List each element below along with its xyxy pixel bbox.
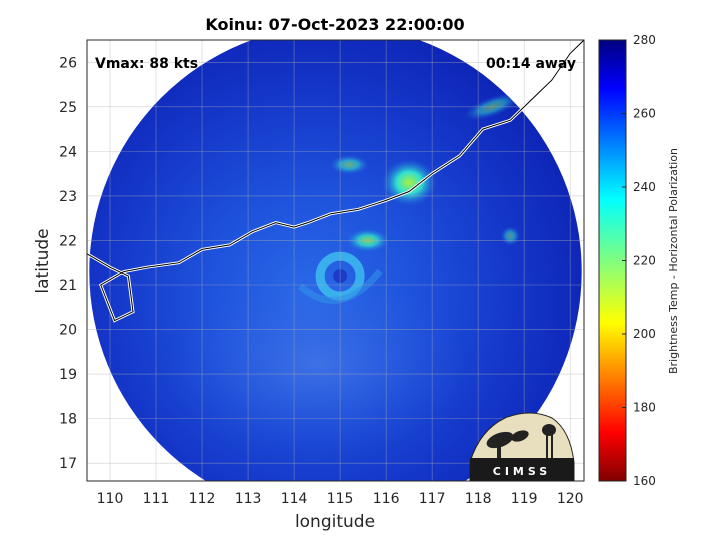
colorbar-tick-label: 180 (633, 401, 656, 415)
logo-dish-2 (511, 430, 529, 442)
y-tick-label: 21 (59, 278, 77, 294)
y-tick-label: 25 (59, 100, 77, 116)
plot-layers (87, 40, 584, 481)
colorbar-tick-label: 240 (633, 180, 656, 194)
y-tick-labels: 17 18 19 20 21 22 23 24 25 26 (59, 55, 77, 472)
y-tick-label: 26 (59, 55, 77, 71)
y-tick-label: 19 (59, 367, 77, 383)
logo-tower-leg-2 (551, 434, 553, 458)
logo-tower-leg-1 (546, 434, 548, 458)
logo-tower-tank (542, 424, 556, 436)
swath-image (89, 40, 582, 481)
ocean-warm-region (167, 275, 468, 456)
colorbar-tick-label: 220 (633, 254, 656, 268)
logo-band (470, 458, 574, 481)
logo-dish-1 (486, 431, 514, 449)
chart-title: Koinu: 07-Oct-2023 22:00:00 (205, 15, 464, 34)
axes-frame (86, 39, 585, 482)
x-tick-label: 117 (419, 491, 446, 507)
convection-cell (381, 158, 438, 207)
y-tick-label: 22 (59, 233, 77, 249)
convection-cell (500, 226, 521, 246)
x-tick-label: 111 (143, 491, 170, 507)
colorbar-label: Brightness Temp - Horizontal Polarizatio… (667, 148, 680, 374)
coastline (87, 40, 584, 323)
x-tick-label: 110 (97, 491, 124, 507)
x-tick-label: 113 (235, 491, 262, 507)
convection-cell (329, 154, 370, 175)
x-tick-label: 114 (281, 491, 308, 507)
y-tick-label: 17 (59, 456, 77, 472)
x-axis-label: longitude (295, 512, 375, 532)
y-axis-label: latitude (33, 228, 53, 293)
y-tick-label: 23 (59, 189, 77, 205)
colorbar-tick-label: 280 (633, 33, 656, 47)
x-tick-label: 119 (511, 491, 538, 507)
x-tick-label: 112 (189, 491, 216, 507)
x-tick-labels: 110 111 112 113 114 115 116 117 118 119 120 (97, 491, 584, 507)
colorbar-tick-label: 200 (633, 327, 656, 341)
logo-dish-stand (497, 444, 501, 458)
x-tick-label: 118 (465, 491, 492, 507)
vmax-annotation: Vmax: 88 kts (95, 56, 198, 72)
x-tick-label: 115 (327, 491, 354, 507)
colorbar-tick-label: 260 (633, 107, 656, 121)
x-tick-label: 120 (557, 491, 584, 507)
grid-lines (87, 40, 584, 481)
logo-text: CIMSS (493, 465, 551, 478)
coastline-path (87, 40, 584, 322)
colorbar-ticks: 160 180 200 220 240 260 280 (622, 33, 656, 488)
cimss-logo: CIMSS (469, 412, 575, 482)
away-annotation: 00:14 away (486, 56, 576, 72)
y-tick-label: 24 (59, 144, 77, 160)
y-tick-label: 18 (59, 412, 77, 428)
colorbar-tick-label: 160 (633, 474, 656, 488)
y-tick-label: 20 (59, 323, 77, 339)
x-tick-label: 116 (373, 491, 400, 507)
colorbar (598, 39, 627, 482)
